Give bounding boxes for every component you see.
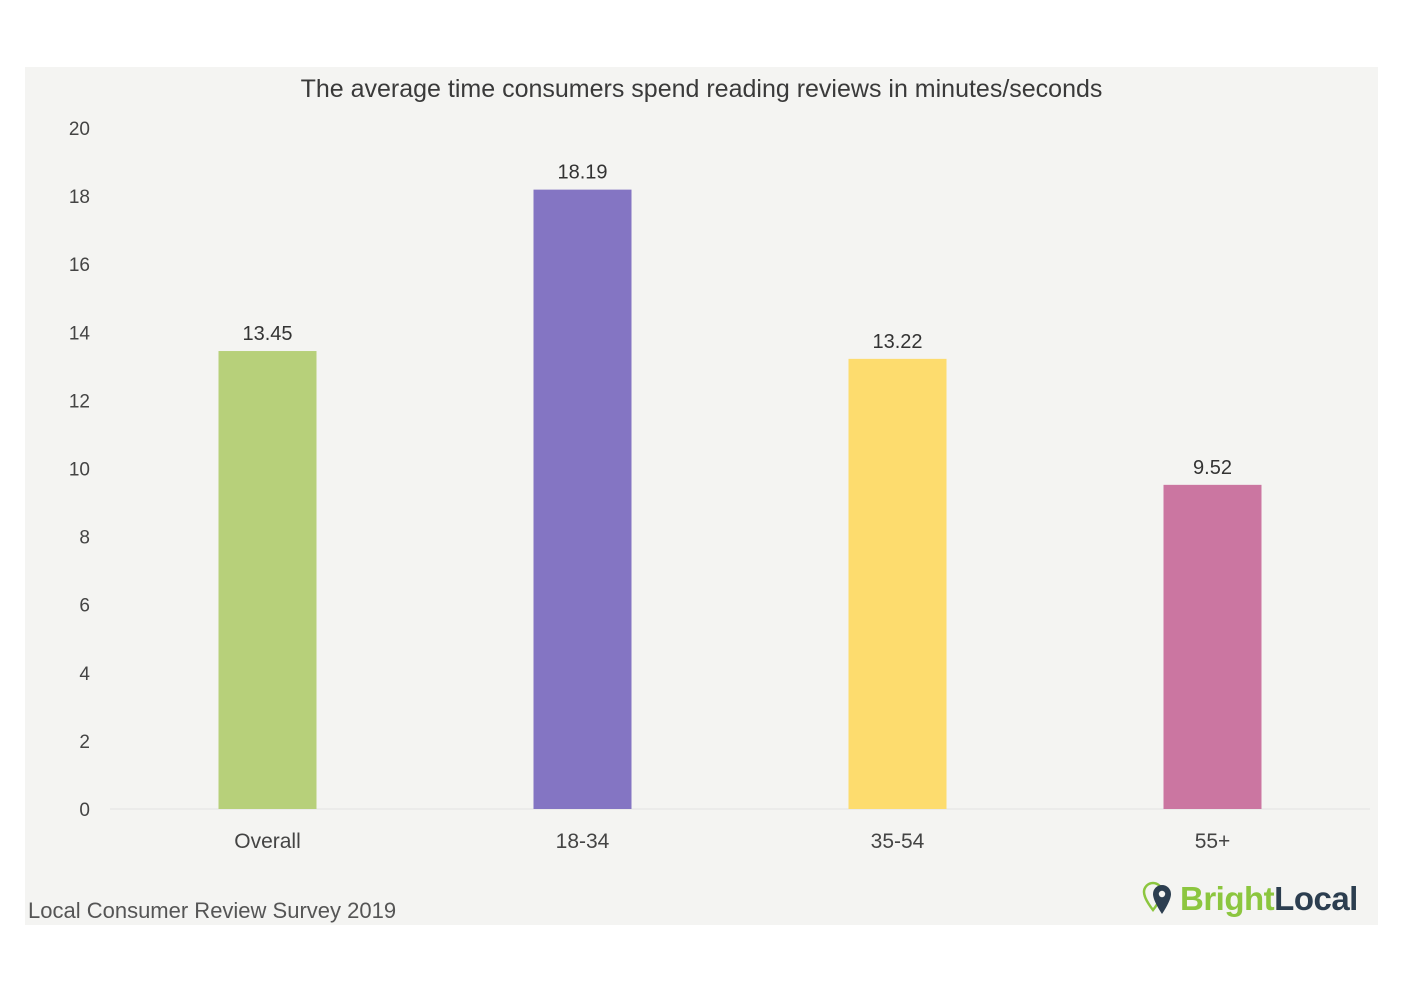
bar-18-34 [533, 189, 632, 809]
bar-value-label: 18.19 [557, 162, 607, 184]
y-tick-label: 12 [69, 391, 90, 412]
brand-text-local: Local [1274, 880, 1358, 917]
y-tick-label: 8 [79, 528, 90, 549]
y-tick-label: 4 [79, 664, 90, 685]
y-tick-label: 0 [79, 800, 90, 821]
y-tick-label: 6 [79, 596, 90, 617]
x-tick-label: 55+ [1195, 830, 1231, 853]
x-tick-label: Overall [234, 830, 301, 853]
y-axis: 0 2 4 6 8 10 12 14 16 18 20 [69, 119, 1370, 821]
bar-overall [218, 351, 317, 809]
x-tick-label: 18-34 [556, 830, 610, 853]
source-caption: Local Consumer Review Survey 2019 [28, 898, 397, 923]
bar-55- [1163, 484, 1262, 809]
y-tick-label: 18 [69, 187, 90, 208]
x-axis: Overall 18-34 35-54 55+ [234, 830, 1230, 853]
chart-title: The average time consumers spend reading… [300, 75, 1103, 103]
brand-text-bright: Bright [1180, 880, 1275, 917]
y-tick-label: 10 [69, 460, 90, 481]
bar-value-label: 9.52 [1193, 457, 1232, 479]
y-tick-label: 2 [79, 732, 90, 753]
bars [218, 189, 1262, 809]
y-tick-label: 20 [69, 119, 90, 140]
bar-value-label: 13.22 [872, 331, 922, 353]
x-tick-label: 35-54 [871, 830, 925, 853]
brightlocal-logo: Bright Local [1140, 876, 1358, 922]
bar-35-54 [848, 358, 947, 809]
map-pin-icon [1142, 881, 1171, 914]
y-tick-label: 14 [69, 323, 91, 344]
y-tick-label: 16 [69, 255, 90, 276]
bar-value-label: 13.45 [242, 323, 292, 345]
value-labels: 13.45 18.19 13.22 9.52 [242, 162, 1232, 479]
